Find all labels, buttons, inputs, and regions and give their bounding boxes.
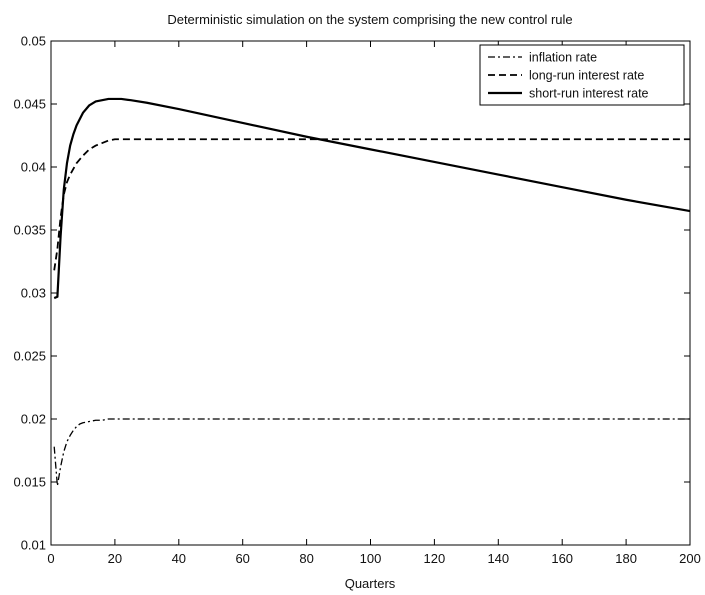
plot-frame (50, 40, 691, 546)
legend: inflation rate long-run interest rate shor… (479, 44, 685, 106)
x-tick-label-10: 200 (679, 551, 701, 566)
x-tick-label-0: 0 (47, 551, 54, 566)
legend-label-0: inflation rate (529, 51, 597, 65)
y-tick-label-6: 0.04 (21, 160, 46, 175)
series-line-0 (53, 418, 690, 487)
x-axis-label: Quarters (345, 576, 396, 591)
axis-ticks: 0 20 40 60 80 100 120 140 160 180 200 0.01 0.015 0.02… (13, 34, 700, 567)
y-tick-label-0: 0.01 (21, 538, 46, 553)
series-line-2 (53, 97, 691, 300)
x-tick-label-9: 180 (615, 551, 637, 566)
x-tick-label-8: 160 (551, 551, 573, 566)
y-tick-label-1: 0.015 (13, 475, 46, 490)
y-tick-label-2: 0.02 (21, 412, 46, 427)
x-tick-label-4: 80 (299, 551, 313, 566)
y-tick-label-5: 0.035 (13, 223, 46, 238)
series-line-1 (53, 138, 690, 271)
x-tick-label-7: 140 (487, 551, 509, 566)
legend-label-2: short-run interest rate (529, 87, 649, 101)
series-layer (53, 97, 691, 487)
y-tick-label-8: 0.05 (21, 34, 46, 49)
y-tick-label-3: 0.025 (13, 349, 46, 364)
y-tick-label-4: 0.03 (21, 286, 46, 301)
x-tick-label-5: 100 (360, 551, 382, 566)
x-tick-label-6: 120 (424, 551, 446, 566)
x-tick-label-3: 60 (235, 551, 249, 566)
x-tick-label-1: 20 (108, 551, 122, 566)
chart-title: Deterministic simulation on the system c… (167, 12, 572, 27)
x-tick-label-2: 40 (172, 551, 186, 566)
y-tick-label-7: 0.045 (13, 97, 46, 112)
legend-label-1: long-run interest rate (529, 69, 644, 83)
